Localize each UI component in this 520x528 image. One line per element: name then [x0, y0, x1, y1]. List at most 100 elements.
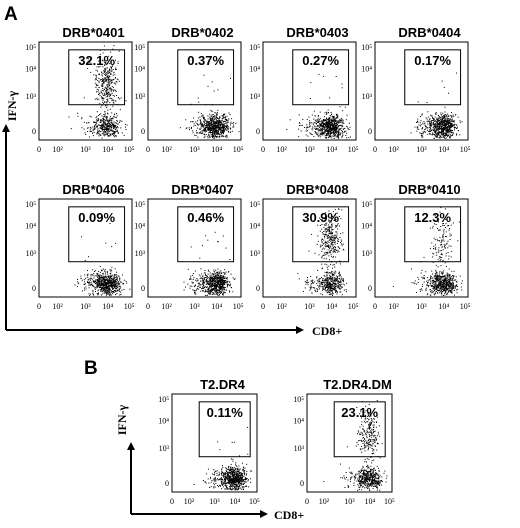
y-tick-label: 0 [300, 479, 304, 488]
x-tick-label: 0 [261, 302, 265, 311]
x-tick-label: 10³ [189, 302, 200, 311]
x-tick-label: 10³ [416, 145, 427, 154]
x-tick-label: 0 [373, 145, 377, 154]
gate-box [404, 49, 462, 106]
y-tick-label: 10⁵ [361, 43, 372, 52]
x-tick-label: 10³ [80, 145, 91, 154]
y-tick-label: 0 [141, 284, 145, 293]
plot-title: DRB*0402 [171, 25, 233, 40]
panel-label-b: B [84, 358, 98, 379]
event-dots [193, 426, 253, 491]
plot-frame [306, 393, 393, 493]
plot-frame [171, 393, 258, 493]
y-tick-label: 10⁵ [134, 43, 145, 52]
y-tick-label: 10³ [362, 249, 373, 258]
x-tick-label: 10² [52, 302, 63, 311]
x-tick-label: 10³ [189, 145, 200, 154]
plot-frame [147, 198, 242, 298]
gate-box [177, 49, 235, 106]
y-tick-label: 10⁵ [25, 43, 36, 52]
x-tick-label: 10⁵ [233, 145, 244, 154]
plot-6: DRB*0407 0.46% 0 10³ 10⁴ 10⁵ 0 10² 10³ 10⁴ 10⁵ [134, 182, 244, 311]
plot-title: DRB*0407 [171, 182, 233, 197]
y-tick-label: 10⁴ [361, 64, 372, 73]
plot-frame [262, 198, 357, 298]
plot-title: T2.DR4.DM [323, 377, 392, 392]
x-tick-label: 10⁴ [438, 302, 449, 311]
x-tick-label: 10⁴ [102, 145, 113, 154]
y-tick-label: 10³ [26, 249, 37, 258]
x-tick-label: 10⁵ [233, 302, 244, 311]
x-tick-label: 10⁵ [124, 302, 135, 311]
x-tick-label: 10⁵ [460, 302, 471, 311]
y-tick-label: 0 [165, 479, 169, 488]
plot-title: T2.DR4 [200, 377, 246, 392]
y-tick-label: 10⁵ [158, 395, 169, 404]
event-dots [297, 208, 347, 296]
y-tick-label: 0 [256, 127, 260, 136]
panel-label-a: A [4, 4, 18, 25]
y-tick-label: 0 [32, 127, 36, 136]
plot-title: DRB*0406 [62, 182, 124, 197]
y-tick-label: 10⁴ [158, 416, 169, 425]
event-dots [392, 207, 463, 296]
x-tick-label: 10⁴ [365, 497, 376, 506]
x-tick-label: 10⁵ [384, 497, 395, 506]
gate-box [177, 206, 235, 263]
gate-percent: 0.11% [207, 405, 244, 420]
y-tick-label: 10³ [135, 249, 146, 258]
event-dots [68, 45, 128, 139]
gate-percent: 0.09% [78, 210, 115, 225]
y-tick-label: 0 [368, 127, 372, 136]
y-axis-title-b: IFN-γ [115, 404, 129, 435]
x-tick-label: 10⁵ [249, 497, 260, 506]
gate-box [404, 206, 462, 263]
y-tick-label: 10⁴ [25, 221, 36, 230]
x-axis-title-b: CD8+ [274, 508, 304, 522]
y-tick-label: 0 [141, 127, 145, 136]
gate-percent: 12.3% [414, 210, 451, 225]
gate-percent: 23.1% [341, 405, 378, 420]
x-tick-label: 10³ [80, 302, 91, 311]
x-tick-label: 0 [37, 302, 41, 311]
x-tick-label: 10² [388, 302, 399, 311]
gate-box [333, 401, 386, 458]
x-tick-label: 10² [276, 302, 287, 311]
plot-frame [262, 41, 357, 141]
y-tick-label: 10⁵ [25, 200, 36, 209]
plot-7: DRB*0408 30.9% 0 10³ 10⁴ 10⁵ 0 10² 10³ 10⁴ 10⁵ [249, 182, 359, 311]
x-tick-label: 10⁴ [211, 302, 222, 311]
event-dots [323, 400, 388, 491]
x-tick-label: 0 [373, 302, 377, 311]
x-tick-label: 0 [146, 145, 150, 154]
y-tick-label: 10⁴ [134, 221, 145, 230]
gate-box [198, 401, 251, 458]
plot-frame [374, 41, 469, 141]
plot-title: DRB*0403 [286, 25, 348, 40]
x-tick-label: 0 [305, 497, 309, 506]
x-tick-label: 10⁴ [438, 145, 449, 154]
x-axis-title-a: CD8+ [312, 324, 342, 338]
y-tick-label: 10⁴ [134, 64, 145, 73]
x-tick-label: 10³ [416, 302, 427, 311]
gate-percent: 0.27% [302, 53, 339, 68]
event-dots [286, 73, 351, 139]
x-tick-label: 10² [388, 145, 399, 154]
plot-frame [38, 41, 133, 141]
y-tick-label: 10⁵ [293, 395, 304, 404]
gate-percent: 32.1% [78, 53, 115, 68]
gate-percent: 0.17% [414, 53, 451, 68]
plot-5: DRB*0406 0.09% 0 10³ 10⁴ 10⁵ 0 10² 10³ 10⁴ 10⁵ [25, 182, 135, 311]
x-tick-label: 10³ [304, 302, 315, 311]
gate-box [68, 49, 126, 106]
gate-box [292, 206, 350, 263]
y-tick-label: 10³ [294, 444, 305, 453]
plot-3: DRB*0403 0.27% 0 10³ 10⁴ 10⁵ 0 10² 10³ 10⁴ 10⁵ [249, 25, 359, 154]
y-tick-label: 10³ [362, 92, 373, 101]
y-tick-label: 10⁵ [249, 43, 260, 52]
plot-2: DRB*0402 0.37% 0 10³ 10⁴ 10⁵ 0 10² 10³ 10⁴ 10⁵ [134, 25, 244, 154]
x-tick-label: 0 [37, 145, 41, 154]
y-tick-label: 10⁴ [293, 416, 304, 425]
y-tick-label: 10³ [26, 92, 37, 101]
